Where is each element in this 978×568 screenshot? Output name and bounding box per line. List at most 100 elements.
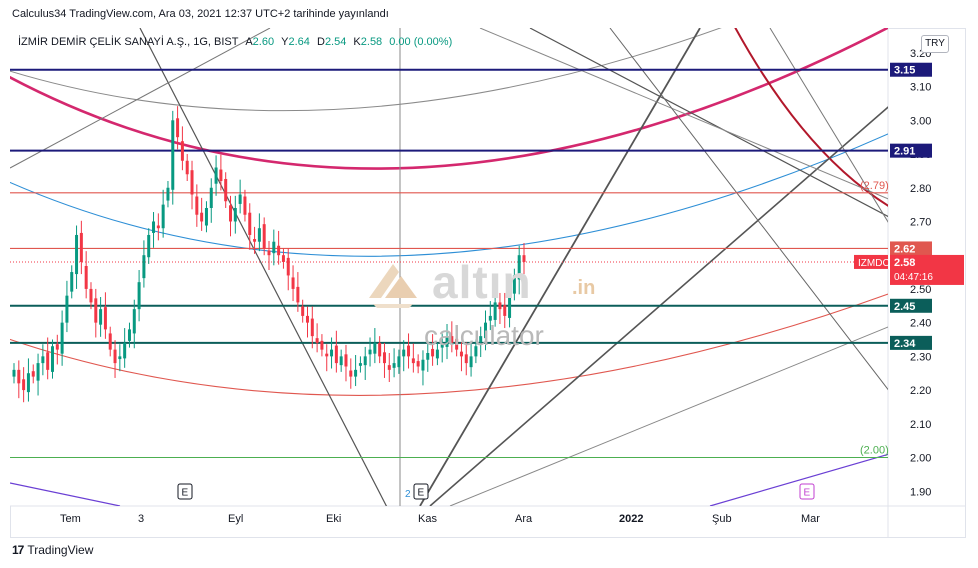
candle-body: [75, 234, 79, 275]
candle: [325, 344, 329, 372]
candle: [339, 349, 343, 372]
candle-body: [113, 349, 117, 364]
candle: [200, 197, 204, 231]
candle-body: [310, 318, 314, 337]
y-tick-label: 1.90: [910, 486, 931, 498]
candle-body: [464, 354, 468, 364]
x-tick-label: 3: [138, 513, 144, 525]
high-label: Y: [281, 36, 289, 48]
candle-body: [176, 118, 180, 138]
price-tag-bg: [890, 143, 932, 158]
candle: [517, 245, 521, 295]
event-marker-2: [799, 483, 815, 500]
candle: [459, 342, 463, 372]
symbol-legend: İZMİR DEMİR ÇELİK SANAYİ A.Ş., 1G, BIST …: [18, 36, 452, 48]
candle: [132, 299, 136, 349]
low-label: D: [316, 36, 325, 48]
candle: [310, 306, 314, 349]
candle: [455, 332, 459, 357]
candle-body: [127, 329, 131, 341]
x-tick-label: Kas: [418, 513, 437, 525]
candle: [320, 334, 324, 357]
candle: [166, 181, 170, 208]
candle-body: [70, 272, 74, 292]
candle-body: [450, 336, 454, 343]
bar-countdown: 04:47:16: [894, 272, 933, 283]
candle-body: [325, 353, 329, 357]
candle-body: [31, 371, 35, 377]
candle-body: [65, 295, 69, 323]
level-label-279: (2.79): [860, 180, 889, 192]
candle: [238, 179, 242, 214]
candle: [286, 248, 290, 291]
candle-body: [503, 305, 507, 316]
candle: [79, 220, 83, 275]
x-tick-label: Eyl: [228, 513, 243, 525]
candle-body: [354, 369, 358, 377]
candle: [445, 323, 449, 360]
candle-body: [238, 194, 242, 204]
blue-arc: [10, 133, 888, 257]
candle: [248, 203, 252, 250]
y-tick-label: 3.00: [910, 115, 931, 127]
y-tick-label: 2.40: [910, 318, 931, 330]
event-label-1: E: [418, 488, 425, 499]
candle-body: [147, 234, 151, 258]
candle: [12, 363, 16, 384]
candle-body: [286, 257, 290, 276]
candle: [373, 328, 377, 364]
candle: [305, 306, 309, 338]
candle: [257, 213, 261, 252]
candle-body: [339, 356, 343, 366]
trend-line-down-3: [479, 28, 888, 200]
drawings-layer: [10, 28, 888, 506]
candle: [435, 342, 439, 366]
candle: [334, 330, 338, 373]
candle-body: [330, 349, 334, 357]
event-label-2: E: [804, 488, 811, 499]
candle: [407, 333, 411, 369]
candle-body: [474, 346, 478, 357]
event-marker-1: [413, 483, 429, 500]
candle: [301, 299, 305, 323]
grey-arc: [10, 28, 722, 112]
candle: [190, 160, 194, 210]
candle-body: [440, 342, 444, 348]
candle-body: [204, 207, 208, 226]
price-chart[interactable]: (2.79)(2.00)3.203.103.002.902.802.702.60…: [10, 28, 966, 538]
candle: [262, 217, 266, 256]
close-label: K: [353, 36, 361, 48]
candle: [180, 126, 184, 171]
candle-body: [378, 342, 382, 357]
candle-body: [142, 255, 146, 279]
candle-body: [320, 340, 324, 350]
fan-line-mid: [429, 106, 888, 506]
candle: [209, 178, 213, 223]
candle-body: [301, 306, 305, 316]
candle-body: [214, 167, 218, 184]
candle-body: [469, 356, 473, 368]
candle-body: [137, 282, 141, 310]
candle: [479, 326, 483, 358]
candle: [387, 352, 391, 382]
candle-body: [94, 298, 98, 323]
candle: [421, 350, 425, 386]
currency-button[interactable]: TRY: [921, 35, 949, 53]
candle: [426, 340, 430, 372]
candle-body: [407, 345, 411, 357]
candle-body: [281, 255, 285, 262]
candle: [349, 358, 353, 389]
candle-body: [277, 245, 281, 256]
candle: [267, 241, 271, 271]
candle: [108, 326, 112, 357]
candle-body: [262, 224, 266, 249]
candle-body: [171, 120, 175, 190]
current-price: 2.58: [894, 257, 915, 269]
candle-body: [257, 228, 261, 242]
open-value: 2.60: [252, 36, 275, 48]
candle-body: [152, 221, 156, 233]
candle-body: [387, 365, 391, 370]
x-tick-label: Şub: [712, 513, 732, 525]
candle: [358, 356, 362, 373]
candle: [219, 154, 223, 191]
